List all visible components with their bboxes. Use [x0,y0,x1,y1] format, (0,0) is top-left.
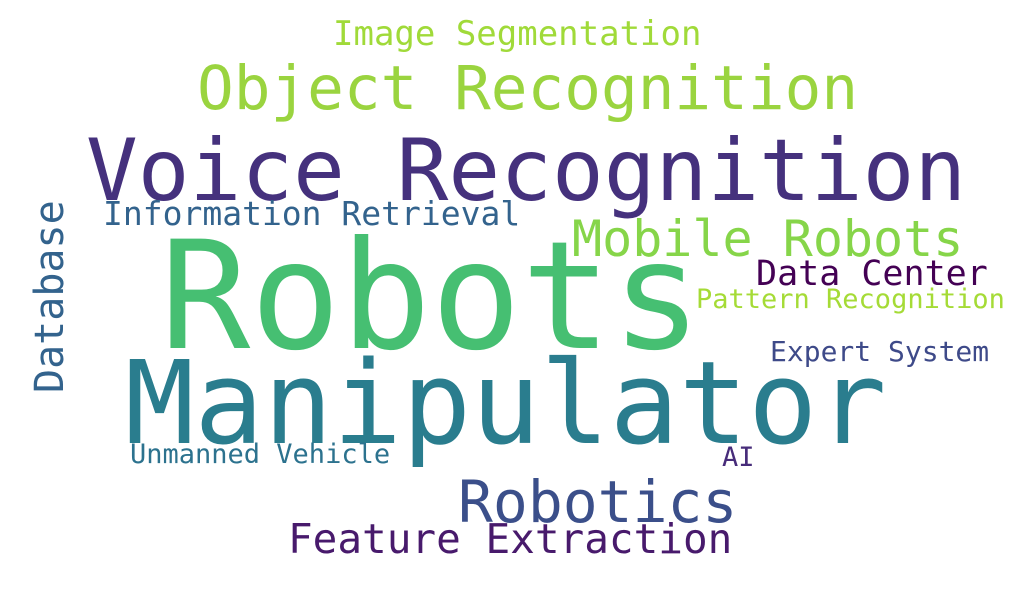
word-ai: AI [722,444,755,471]
word-unmanned-vehicle: Unmanned Vehicle [130,441,390,468]
word-database: Database [30,200,70,393]
word-object-recognition: Object Recognition [197,58,858,119]
word-image-segmentation: Image Segmentation [333,17,701,51]
word-pattern-recognition: Pattern Recognition [696,286,1005,313]
word-feature-extraction: Feature Extraction [288,519,732,560]
